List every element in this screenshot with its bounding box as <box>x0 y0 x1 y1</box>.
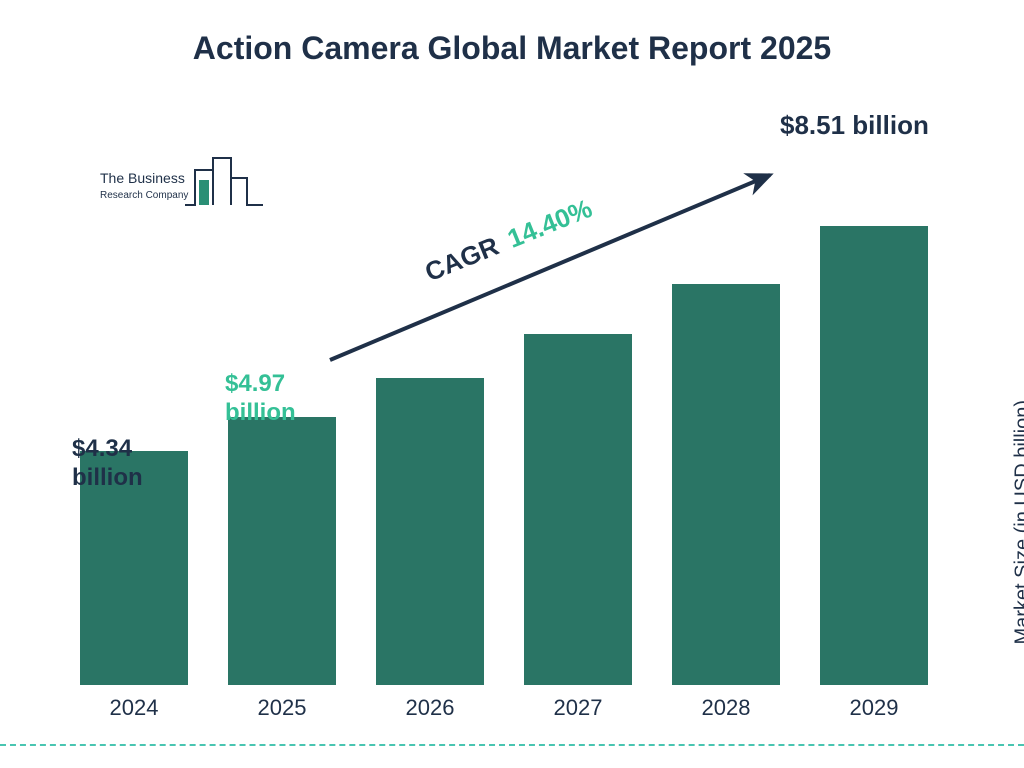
value-label: $4.97billion <box>225 370 296 428</box>
bar <box>524 334 632 685</box>
bar <box>228 417 336 685</box>
x-tick-label: 2026 <box>376 695 484 721</box>
x-tick-label: 2027 <box>524 695 632 721</box>
value-label: $8.51 billion <box>780 110 929 141</box>
x-tick-label: 2028 <box>672 695 780 721</box>
x-tick-label: 2024 <box>80 695 188 721</box>
bar <box>672 284 780 685</box>
chart-container: Action Camera Global Market Report 2025 … <box>0 0 1024 768</box>
y-axis-label: Market Size (in USD billion) <box>1012 400 1024 645</box>
bar-chart <box>70 130 950 685</box>
chart-title: Action Camera Global Market Report 2025 <box>0 30 1024 67</box>
bars-group <box>70 130 950 685</box>
x-tick-label: 2029 <box>820 695 928 721</box>
bar <box>820 226 928 685</box>
bar <box>376 378 484 685</box>
footer-divider <box>0 744 1024 746</box>
x-tick-label: 2025 <box>228 695 336 721</box>
value-label: $4.34billion <box>72 435 143 493</box>
